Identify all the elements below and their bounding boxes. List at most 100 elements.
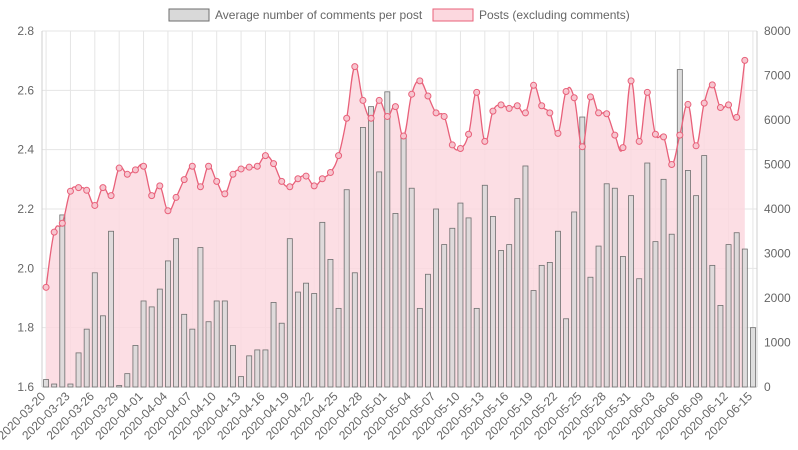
bar-36 <box>335 307 342 388</box>
bar-57 <box>506 244 513 388</box>
posts-point-46 <box>416 77 424 85</box>
y-right-tick-7: 7000 <box>764 69 791 83</box>
bar-3 <box>67 383 74 388</box>
legend-label-posts[interactable]: Posts (excluding comments) <box>479 8 630 22</box>
legend: Average number of comments per post Post… <box>168 8 630 22</box>
posts-point-3 <box>66 187 74 195</box>
posts-point-44 <box>400 132 408 140</box>
posts-point-71 <box>619 144 627 152</box>
posts-point-7 <box>99 184 107 192</box>
bar-4 <box>75 352 82 388</box>
bar-18 <box>189 328 196 388</box>
bar-14 <box>156 288 163 388</box>
bar-87 <box>750 327 756 388</box>
bar-81 <box>701 155 708 388</box>
bar-84 <box>725 244 732 388</box>
bar-55 <box>490 216 496 388</box>
posts-point-5 <box>83 186 91 194</box>
bar-78 <box>676 69 683 388</box>
y-right-tick-8: 8000 <box>764 24 791 38</box>
posts-point-50 <box>448 141 456 149</box>
posts-point-57 <box>505 104 513 112</box>
bar-71 <box>620 256 626 388</box>
posts-point-0 <box>42 283 50 291</box>
bar-68 <box>595 245 602 388</box>
posts-point-81 <box>700 99 708 107</box>
bar-79 <box>685 170 691 388</box>
posts-point-26 <box>253 162 261 170</box>
posts-point-55 <box>489 107 497 115</box>
posts-point-14 <box>156 182 164 190</box>
posts-point-60 <box>530 81 538 89</box>
bar-74 <box>644 162 651 388</box>
bar-0 <box>43 379 49 388</box>
y-left-tick-4: 2.4 <box>17 143 34 157</box>
posts-point-64 <box>562 88 570 96</box>
posts-point-67 <box>586 93 594 101</box>
posts-point-8 <box>107 192 115 200</box>
posts-point-1 <box>50 228 58 236</box>
bar-42 <box>384 91 391 388</box>
bar-52 <box>465 217 472 388</box>
posts-point-75 <box>651 130 659 138</box>
y-left-tick-5: 2.6 <box>17 83 34 97</box>
bar-43 <box>392 213 399 388</box>
posts-point-19 <box>196 183 204 191</box>
posts-point-70 <box>611 131 619 139</box>
posts-point-33 <box>310 182 318 190</box>
legend-swatch-posts[interactable] <box>432 8 474 22</box>
posts-point-20 <box>205 162 213 170</box>
posts-point-76 <box>660 133 668 141</box>
posts-points <box>42 56 749 291</box>
bar-7 <box>100 315 106 388</box>
bar-1 <box>51 383 58 388</box>
y-right-tick-0: 0 <box>764 380 771 394</box>
y-left-tick-6: 2.8 <box>17 24 34 38</box>
legend-swatch-comments[interactable] <box>168 8 210 22</box>
y-left-tick-0: 1.6 <box>17 380 34 394</box>
bar-70 <box>611 187 618 388</box>
bar-80 <box>693 195 699 388</box>
posts-point-80 <box>692 142 700 150</box>
posts-point-9 <box>115 164 123 172</box>
bar-63 <box>555 230 561 388</box>
posts-point-18 <box>188 162 196 170</box>
bar-61 <box>538 264 545 388</box>
bar-32 <box>303 282 309 388</box>
bar-17 <box>181 313 188 388</box>
bar-6 <box>91 272 98 388</box>
bar-16 <box>173 238 179 388</box>
posts-point-85 <box>733 113 741 121</box>
posts-point-84 <box>725 101 733 109</box>
posts-point-45 <box>408 90 416 98</box>
posts-point-16 <box>172 193 180 201</box>
posts-point-51 <box>456 144 464 152</box>
bar-51 <box>457 202 464 388</box>
bar-39 <box>360 127 366 388</box>
posts-point-74 <box>643 88 651 96</box>
bar-67 <box>587 276 594 388</box>
posts-point-58 <box>513 102 521 110</box>
posts-point-73 <box>635 137 643 145</box>
posts-point-86 <box>741 56 749 64</box>
posts-point-49 <box>440 112 448 120</box>
posts-point-65 <box>570 94 578 102</box>
posts-point-35 <box>326 169 334 177</box>
bar-82 <box>709 264 716 388</box>
legend-label-comments[interactable]: Average number of comments per post <box>215 8 423 22</box>
bar-2 <box>59 214 66 388</box>
bar-66 <box>579 116 586 388</box>
posts-point-23 <box>229 170 237 178</box>
bar-73 <box>636 278 643 388</box>
y-right-tick-5: 5000 <box>764 158 791 172</box>
posts-point-62 <box>546 109 554 117</box>
posts-point-10 <box>123 170 131 178</box>
bar-72 <box>628 195 634 388</box>
posts-point-69 <box>603 110 611 118</box>
posts-point-6 <box>91 201 99 209</box>
posts-point-52 <box>465 130 473 138</box>
posts-point-38 <box>351 63 359 71</box>
posts-point-68 <box>595 109 603 117</box>
y-right-tick-4: 4000 <box>764 202 791 216</box>
posts-point-59 <box>521 109 529 117</box>
